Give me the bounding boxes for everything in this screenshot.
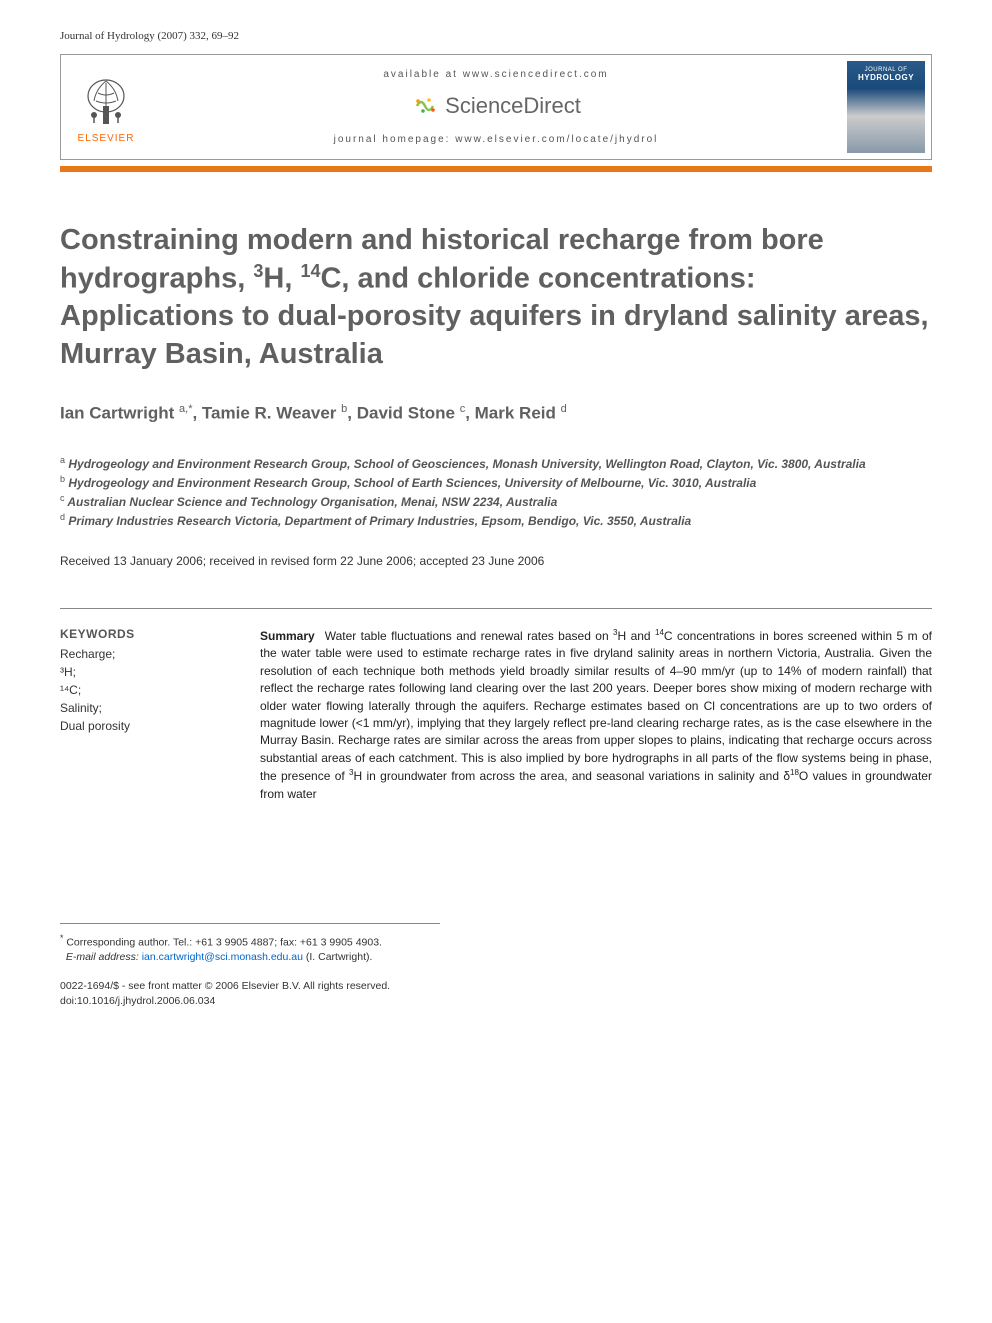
summary-label: Summary — [260, 629, 315, 643]
journal-homepage-text: journal homepage: www.elsevier.com/locat… — [334, 134, 659, 145]
header-center: available at www.sciencedirect.com Scien… — [151, 55, 841, 159]
journal-cover-thumbnail: JOURNAL OF HYDROLOGY — [847, 61, 925, 153]
summary-column: SummaryWater table fluctuations and rene… — [260, 627, 932, 803]
publisher-header-box: ELSEVIER available at www.sciencedirect.… — [60, 54, 932, 160]
copyright-footer: 0022-1694/$ - see front matter © 2006 El… — [60, 979, 932, 1008]
journal-reference: Journal of Hydrology (2007) 332, 69–92 — [60, 30, 932, 42]
sciencedirect-logo: ScienceDirect — [411, 92, 581, 120]
sciencedirect-icon — [411, 92, 439, 120]
sciencedirect-text: ScienceDirect — [445, 93, 581, 119]
affiliations-block: a Hydrogeology and Environment Research … — [60, 454, 932, 530]
available-at-text: available at www.sciencedirect.com — [383, 69, 608, 80]
keywords-column: KEYWORDS Recharge;³H;¹⁴C;Salinity;Dual p… — [60, 627, 230, 803]
cover-journal-title: JOURNAL OF HYDROLOGY — [858, 67, 914, 82]
corresponding-author-footer: * Corresponding author. Tel.: +61 3 9905… — [60, 923, 440, 965]
elsevier-tree-icon — [76, 71, 136, 131]
keywords-heading: KEYWORDS — [60, 627, 230, 641]
authors-line: Ian Cartwright a,*, Tamie R. Weaver b, D… — [60, 403, 932, 424]
elsevier-logo: ELSEVIER — [61, 55, 151, 159]
keywords-summary-row: KEYWORDS Recharge;³H;¹⁴C;Salinity;Dual p… — [60, 608, 932, 803]
orange-divider-bar — [60, 166, 932, 172]
keywords-list: Recharge;³H;¹⁴C;Salinity;Dual porosity — [60, 645, 230, 735]
article-title: Constraining modern and historical recha… — [60, 222, 932, 373]
elsevier-brand-text: ELSEVIER — [78, 133, 135, 144]
author-email-link[interactable]: ian.cartwright@sci.monash.edu.au — [142, 951, 303, 963]
received-dates: Received 13 January 2006; received in re… — [60, 554, 932, 568]
